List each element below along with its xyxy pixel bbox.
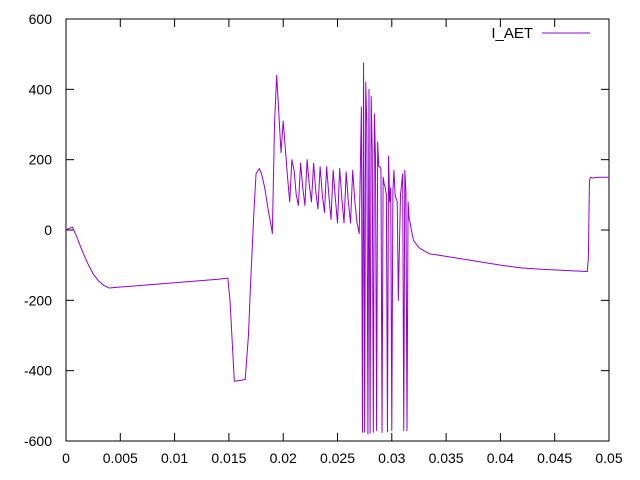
x-tick-label: 0.04 [487, 450, 514, 466]
y-tick-label: 400 [29, 81, 53, 97]
y-tick-label: -200 [24, 292, 52, 308]
series-layer [65, 62, 609, 435]
y-tick-label: 600 [29, 11, 53, 27]
x-tick-label: 0.05 [595, 450, 622, 466]
x-tick-label: 0.015 [211, 450, 246, 466]
x-tick-label: 0.03 [378, 450, 405, 466]
series-line-i-aet [65, 62, 609, 435]
axes [65, 18, 610, 442]
x-tick-label: 0.035 [429, 450, 464, 466]
x-tick-label: 0.01 [161, 450, 188, 466]
legend-entry-label: I_AET [491, 25, 533, 42]
x-tick-label: 0.02 [270, 450, 297, 466]
x-tick-label: 0 [62, 450, 70, 466]
y-tick-label: -400 [24, 363, 52, 379]
y-tick-label: 200 [29, 152, 53, 168]
x-tick-label: 0.045 [537, 450, 572, 466]
x-tick-label: 0.025 [320, 450, 355, 466]
legend: I_AET [491, 25, 590, 42]
y-tick-label: -600 [24, 433, 52, 449]
plot-frame [65, 18, 610, 442]
x-tick-label: 0.005 [103, 450, 138, 466]
ticks: 0 0.005 0.01 0.015 0.02 0.025 0.03 0.035 0.04 0.0… [24, 11, 623, 466]
y-tick-label: 0 [44, 222, 52, 238]
